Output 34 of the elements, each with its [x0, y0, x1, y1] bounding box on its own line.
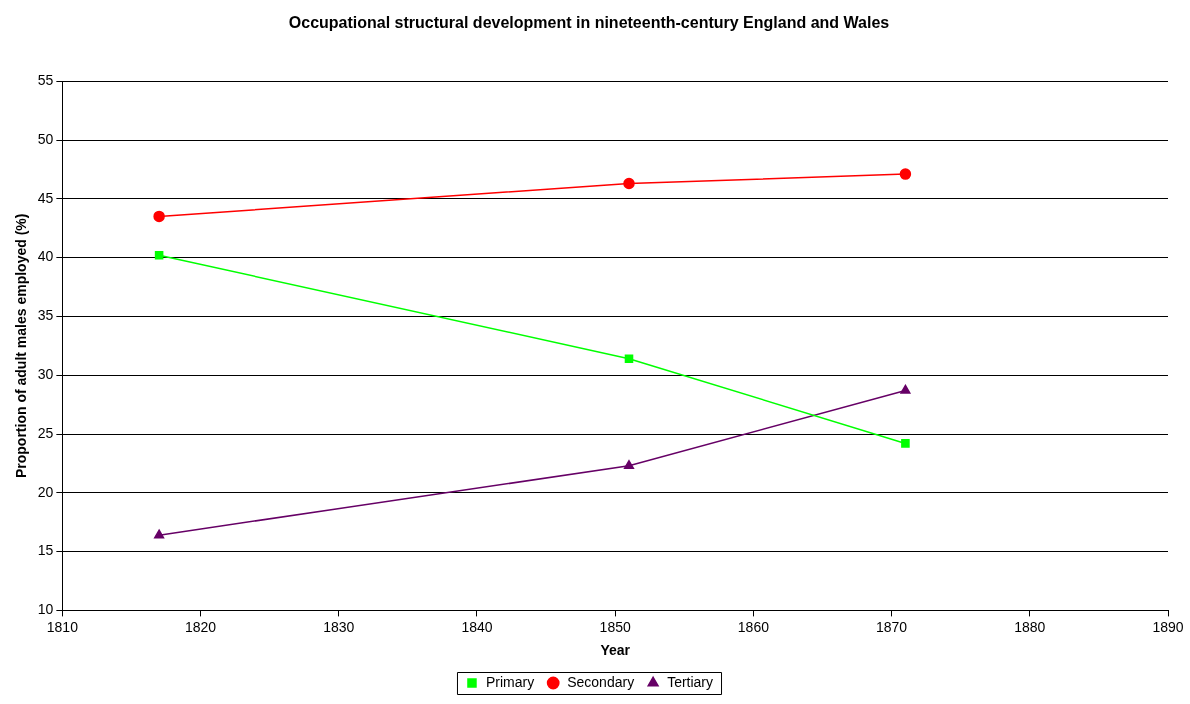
point [154, 250, 164, 260]
y-tick-label: 45 [37, 189, 54, 206]
point [901, 439, 910, 448]
y-tick-label: 40 [37, 248, 54, 265]
y-tick-label: 20 [37, 483, 54, 500]
x-tick-label: 1880 [1014, 618, 1046, 635]
y-tick-label: 15 [37, 542, 54, 559]
point [153, 210, 165, 223]
y-axis-title: Proportion of adult males employed (%) [13, 213, 30, 479]
legend-label: Secondary [567, 673, 635, 690]
x-tick-label: 1850 [599, 618, 631, 635]
x-tick-label: 1810 [46, 618, 79, 635]
point [900, 384, 911, 394]
x-tick-label: 1840 [461, 618, 493, 635]
y-tick-label: 55 [37, 72, 54, 89]
chart-title: Occupational structural development in nineteenth-century England and Wales [288, 14, 890, 32]
y-tick-label: 35 [37, 307, 54, 324]
x-tick-label: 1870 [876, 618, 908, 635]
x-tick-label: 1890 [1152, 618, 1184, 635]
y-tick-label: 50 [37, 130, 54, 147]
x-tick-label: 1820 [185, 618, 217, 635]
legend-label: Tertiary [667, 673, 714, 690]
point [623, 177, 635, 190]
y-tick-label: 10 [37, 601, 54, 618]
legend-label: Primary [485, 673, 535, 690]
x-tick-label: 1860 [737, 618, 770, 635]
y-tick-label: 25 [37, 424, 54, 441]
point [154, 529, 165, 539]
point [623, 460, 635, 469]
x-axis-title: Year [600, 642, 631, 659]
x-tick-label: 1830 [323, 618, 355, 635]
y-tick-label: 30 [37, 366, 54, 383]
point [899, 168, 912, 180]
point [624, 354, 634, 364]
